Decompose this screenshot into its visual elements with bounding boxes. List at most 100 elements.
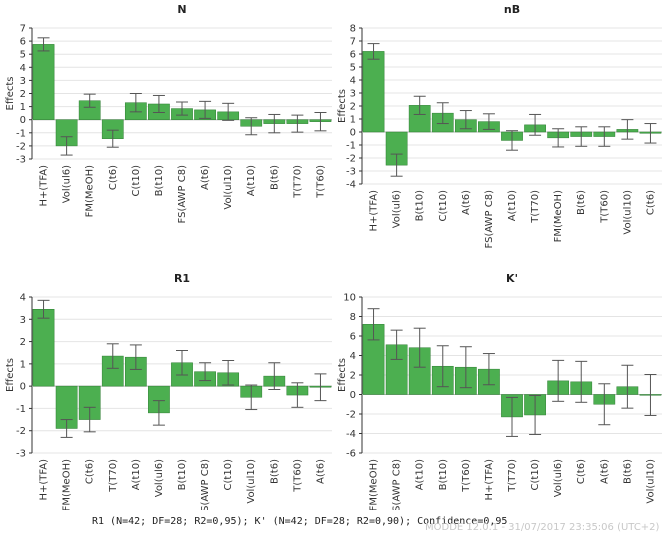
y-tick-label: 4 — [350, 351, 356, 362]
y-axis-label: Effects — [5, 77, 16, 111]
y-tick-label: -2 — [346, 154, 356, 165]
y-tick-label: -2 — [16, 426, 26, 437]
y-tick-label: 3 — [350, 89, 356, 100]
x-category-label: FS(AWP C8) — [200, 459, 211, 510]
y-tick-label: 2 — [20, 337, 26, 348]
x-category-label: T(T70) — [507, 459, 518, 493]
x-category-label: T(T60) — [292, 459, 303, 493]
x-category-label: H+(TFA) — [369, 190, 380, 232]
x-category-label: Vol(ul6) — [553, 459, 564, 497]
x-category-label: B(t10) — [438, 459, 449, 490]
y-tick-label: -3 — [346, 167, 356, 178]
x-category-label: T(T60) — [315, 165, 326, 199]
effect-charts: N Effects -3 -2 -1 0 1 2 3 4 5 6 7 H+(TFA) Vol(ul6) FM(… — [5, 3, 662, 510]
y-tick-label: 4 — [20, 293, 26, 304]
y-tick-label: -1 — [16, 404, 26, 415]
y-tick-label: 2 — [350, 371, 356, 382]
x-category-label: A(t6) — [315, 459, 326, 484]
y-tick-label: 3 — [20, 76, 26, 87]
x-category-label: B(t6) — [622, 459, 633, 484]
x-category-label: FM(MeOH) — [553, 190, 564, 242]
y-tick-label: 8 — [350, 24, 356, 35]
x-category-label: FM(MeOH) — [85, 165, 96, 217]
x-category-label: C(t6) — [108, 165, 119, 190]
chart-title: N — [177, 3, 186, 16]
chart-panel: K' Effects -6 -4 -2 0 2 4 6 8 10 FM(MeOH) FS(AWP C8)… — [337, 272, 662, 510]
x-category-label: A(t6) — [200, 165, 211, 190]
y-axis-label: Effects — [5, 358, 16, 392]
x-category-label: A(t10) — [246, 165, 257, 196]
x-category-label: C(t10) — [530, 459, 541, 491]
y-tick-label: 0 — [350, 128, 356, 139]
x-category-label: B(t10) — [154, 165, 165, 196]
x-category-label: FM(MeOH) — [62, 459, 73, 510]
x-category-label: A(t6) — [599, 459, 610, 484]
y-tick-label: 1 — [20, 359, 26, 370]
x-category-label: A(t10) — [507, 190, 518, 221]
chart-title: nB — [504, 3, 520, 16]
x-category-label: C(t6) — [85, 459, 96, 484]
y-axis-label: Effects — [337, 358, 348, 392]
x-category-label: B(t10) — [415, 190, 426, 221]
x-category-label: C(t10) — [438, 190, 449, 222]
x-category-label: H+(TFA) — [39, 165, 50, 207]
y-tick-label: 6 — [350, 50, 356, 61]
y-tick-label: 0 — [20, 382, 26, 393]
chart-title: K' — [506, 272, 518, 285]
chart-panel: nB Effects -4 -3 -2 -1 0 1 2 3 4 5 6 7 8 H+(TFA) Vol(ul6… — [337, 3, 662, 248]
y-tick-label: 6 — [20, 37, 26, 48]
y-tick-label: 0 — [350, 390, 356, 401]
x-category-label: A(t10) — [415, 459, 426, 490]
y-tick-label: 1 — [350, 115, 356, 126]
x-category-label: FS(AWP C8) — [484, 190, 495, 249]
y-tick-label: -4 — [346, 429, 356, 440]
x-category-label: H+(TFA) — [39, 459, 50, 501]
y-tick-label: 6 — [350, 332, 356, 343]
x-category-label: C(t10) — [131, 165, 142, 197]
x-category-label: T(T70) — [292, 165, 303, 199]
x-category-label: FS(AWP C8) — [392, 459, 403, 510]
x-category-label: FS(AWP C8) — [177, 165, 188, 224]
x-category-label: B(t10) — [177, 459, 188, 490]
x-category-label: T(T60) — [461, 459, 472, 493]
bar — [362, 51, 385, 133]
x-category-label: A(t10) — [131, 459, 142, 490]
x-category-label: A(t6) — [461, 190, 472, 215]
y-tick-label: -1 — [346, 141, 356, 152]
x-category-label: B(t6) — [576, 190, 587, 215]
x-category-label: Vol(ul10) — [645, 459, 656, 504]
x-category-label: C(t6) — [645, 190, 656, 215]
x-category-label: B(t6) — [269, 165, 280, 190]
y-tick-label: -4 — [346, 180, 356, 191]
y-tick-label: -3 — [16, 449, 26, 460]
y-tick-label: 3 — [20, 315, 26, 326]
y-tick-label: -2 — [16, 141, 26, 152]
x-category-label: Vol(ul10) — [622, 190, 633, 235]
y-tick-label: 8 — [350, 312, 356, 323]
chart-panel: N Effects -3 -2 -1 0 1 2 3 4 5 6 7 H+(TFA) Vol(ul6) FM(… — [5, 3, 332, 223]
statistics-footer: R1 (N=42; DF=28; R2=0,95); K' (N=42; DF=… — [92, 516, 508, 527]
bar — [32, 44, 55, 120]
y-tick-label: -3 — [16, 155, 26, 166]
software-watermark: MODDE 12.0.1 - 31/07/2017 23:35:06 (UTC+… — [425, 522, 660, 533]
y-axis-label: Effects — [337, 89, 348, 123]
y-tick-label: 7 — [20, 24, 26, 35]
y-tick-label: 2 — [350, 102, 356, 113]
y-tick-label: 10 — [343, 293, 356, 304]
y-tick-label: 4 — [20, 63, 26, 74]
x-category-label: Vol(ul6) — [392, 190, 403, 228]
bar — [32, 309, 55, 387]
y-tick-label: -2 — [346, 410, 356, 421]
x-category-label: C(t10) — [223, 459, 234, 491]
y-tick-label: -1 — [16, 128, 26, 139]
y-tick-label: 0 — [20, 115, 26, 126]
x-category-label: FM(MeOH) — [369, 459, 380, 510]
x-category-label: H+(TFA) — [484, 459, 495, 501]
y-tick-label: 5 — [350, 63, 356, 74]
y-tick-label: 7 — [350, 37, 356, 48]
x-category-label: Vol(ul10) — [246, 459, 257, 504]
x-category-label: T(T60) — [599, 190, 610, 224]
x-category-label: T(T70) — [530, 190, 541, 224]
y-tick-label: 5 — [20, 50, 26, 61]
y-tick-label: 2 — [20, 89, 26, 100]
